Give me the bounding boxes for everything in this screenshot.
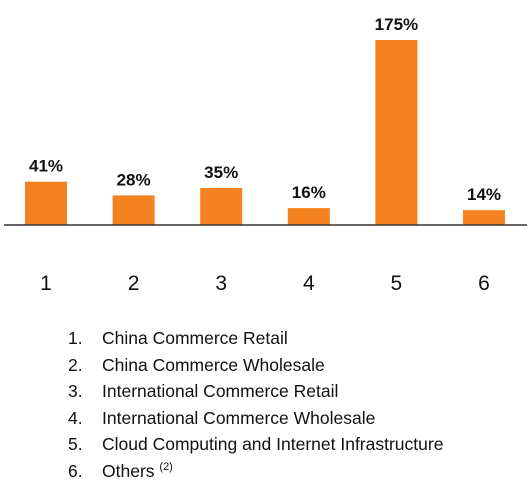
bar-4	[287, 208, 330, 225]
value-label-2: 28%	[117, 170, 151, 189]
legend-item-number: 3.	[68, 381, 83, 401]
legend-item-label: China Commerce Wholesale	[102, 354, 325, 375]
value-label-3: 35%	[204, 163, 238, 182]
legend-item: 4. International Commerce Wholesale	[68, 405, 443, 432]
legend-item-label: Others	[102, 460, 155, 481]
x-tick-label-4: 4	[303, 272, 315, 295]
legend-item-label: Cloud Computing and Internet Infrastruct…	[102, 434, 444, 454]
value-label-4: 16%	[292, 183, 326, 202]
legend-item-label: International Commerce Wholesale	[102, 407, 376, 428]
x-tick-label-3: 3	[215, 272, 227, 295]
bar-1	[25, 181, 67, 225]
x-tick-label-6: 6	[478, 272, 490, 295]
legend-item-number: 1.	[68, 328, 83, 348]
legend-item-number: 5.	[68, 434, 83, 454]
value-labels-layer: 41% 28% 35% 16% 175% 14%	[29, 15, 501, 204]
legend-item-number: 2.	[68, 354, 83, 375]
legend-item: 3. International Commerce Retail	[68, 378, 443, 405]
category-legend: 1. China Commerce Retail 2. China Commerce …	[68, 325, 443, 484]
x-tick-label-2: 2	[128, 272, 140, 295]
bar-3	[200, 188, 243, 225]
legend-item-number: 4.	[68, 407, 83, 428]
value-label-5: 175%	[375, 15, 418, 34]
legend-item: 1. China Commerce Retail	[68, 325, 443, 352]
bar-chart: 41% 28% 35% 16% 175% 14% 1 2 3 4 5 6	[4, 15, 527, 295]
bars-layer	[25, 40, 505, 225]
bar-5	[375, 40, 418, 225]
legend-item-label: International Commerce Retail	[102, 381, 339, 401]
legend-item-footnote: (2)	[159, 460, 173, 473]
legend-item: 2. China Commerce Wholesale	[68, 352, 443, 379]
bar-6	[463, 210, 505, 225]
legend-item-label: China Commerce Retail	[102, 328, 288, 348]
x-tick-label-5: 5	[391, 272, 403, 295]
value-label-1: 41%	[29, 157, 63, 176]
legend-item: 6. Others (2)	[68, 458, 443, 485]
x-tick-labels-layer: 1 2 3 4 5 6	[40, 272, 490, 295]
legend-item: 5. Cloud Computing and Internet Infrastru…	[68, 431, 443, 458]
bar-2	[112, 195, 155, 225]
legend-item-number: 6.	[68, 460, 83, 481]
value-label-6: 14%	[467, 185, 501, 204]
x-tick-label-1: 1	[40, 272, 52, 295]
